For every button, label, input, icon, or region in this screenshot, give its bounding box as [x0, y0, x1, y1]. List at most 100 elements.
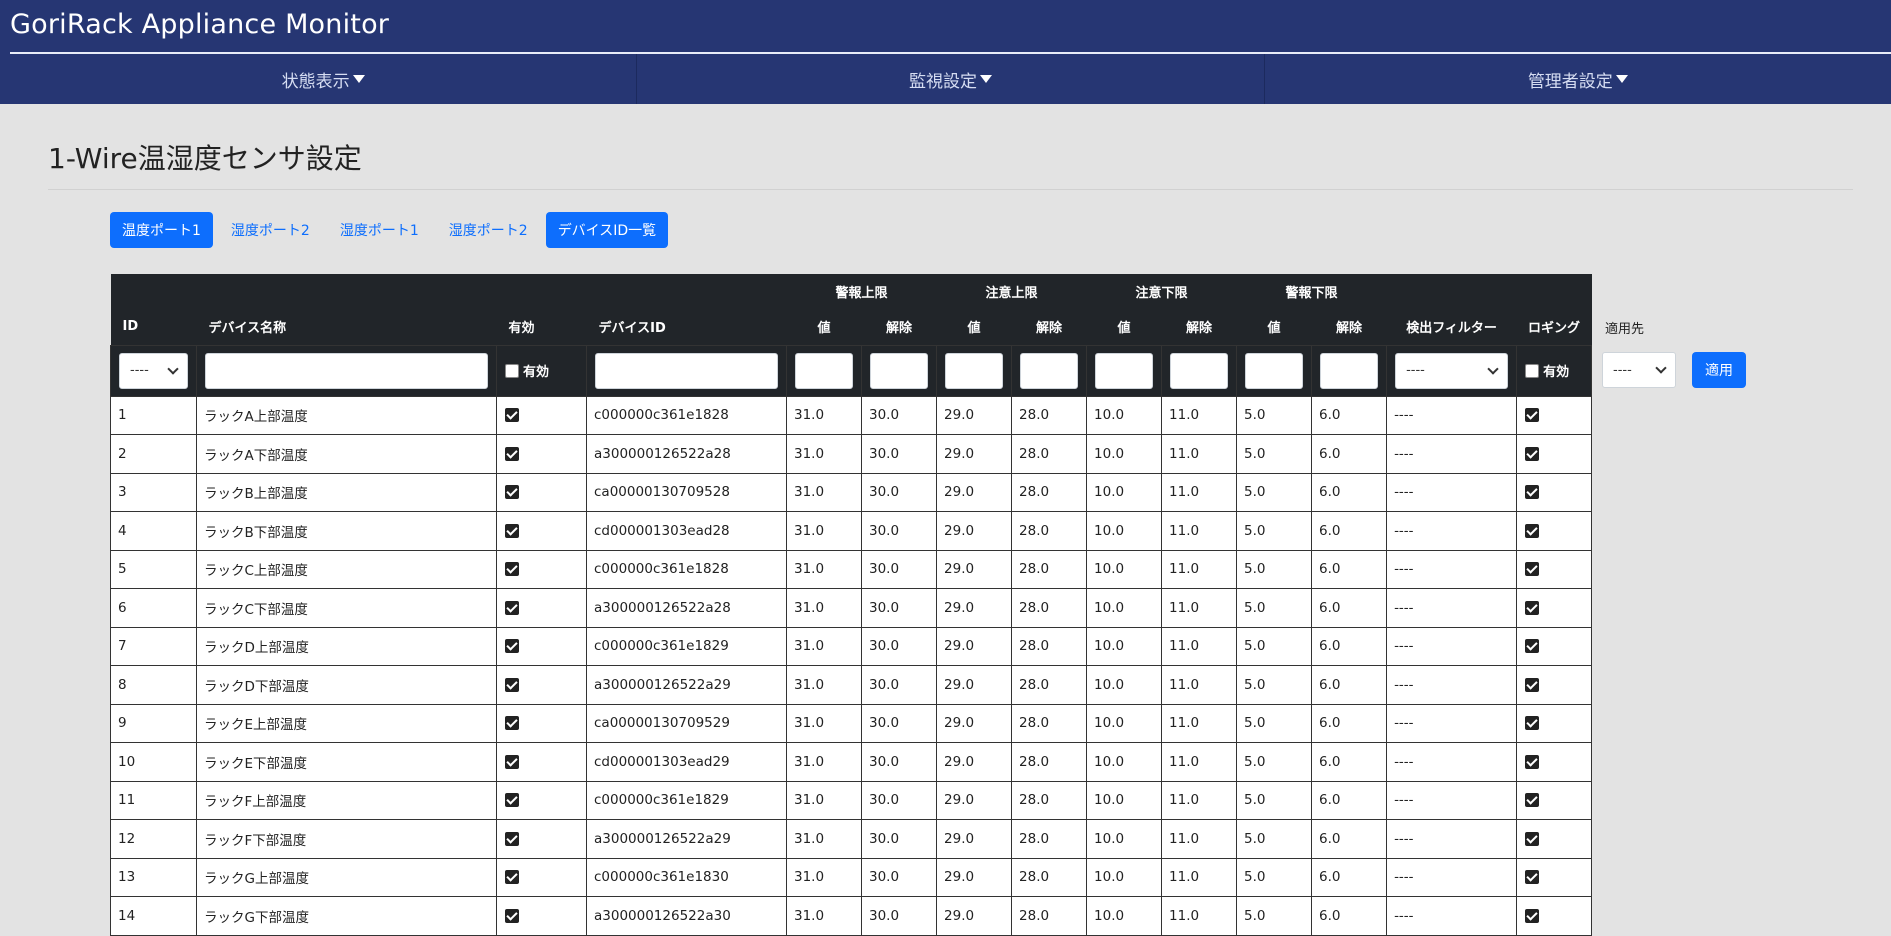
alarm-lower-value-input[interactable] — [1245, 352, 1304, 389]
cell-filter: ---- — [1386, 434, 1518, 474]
table-row: 6 ラックC下部温度 a300000126522a28 31.0 30.0 29.0 28.… — [110, 588, 1593, 628]
cell-al: 5.0 — [1236, 857, 1313, 897]
caution-lower-value-input[interactable] — [1095, 352, 1154, 389]
cell-al: 5.0 — [1236, 665, 1313, 705]
cell-au: 31.0 — [786, 472, 862, 512]
cell-cr: 28.0 — [1011, 703, 1088, 743]
column-header-row: ID デバイス名称 有効 デバイスID 値 解除 値 解除 値 解除 値 解除 … — [110, 308, 1592, 345]
enabled-checkbox[interactable] — [505, 870, 519, 885]
name-filter-input[interactable] — [205, 352, 488, 389]
col-logging: ロギング — [1516, 308, 1592, 345]
cell-cu: 29.0 — [936, 742, 1013, 782]
nav-status-label: 状態表示 — [281, 71, 350, 92]
cell-au: 31.0 — [786, 742, 862, 782]
cell-cu: 29.0 — [936, 588, 1013, 628]
cell-cr: 28.0 — [1011, 626, 1088, 666]
enabled-checkbox[interactable] — [505, 716, 519, 731]
alarm-upper-value-input[interactable] — [795, 352, 853, 389]
cell-cr: 28.0 — [1011, 472, 1088, 512]
enabled-checkbox[interactable] — [505, 793, 519, 808]
sensor-table-container: 警報上限 注意上限 注意下限 警報下限 ID デバイス名称 有効 デバイスID … — [110, 274, 1593, 936]
table-row: 2 ラックA下部温度 a300000126522a28 31.0 30.0 29.0 28.… — [110, 434, 1593, 474]
logging-checkbox[interactable] — [1525, 446, 1540, 461]
logging-checkbox[interactable] — [1525, 908, 1540, 923]
apply-target-select[interactable]: ---- — [1602, 352, 1676, 388]
filter-row: ---- 有効 ---- 有効 — [110, 344, 1593, 397]
cell-al: 5.0 — [1236, 626, 1313, 666]
enabled-checkbox[interactable] — [505, 600, 519, 615]
group-header-row: 警報上限 注意上限 注意下限 警報下限 — [110, 274, 1592, 308]
logging-checkbox[interactable] — [1525, 716, 1540, 731]
cell-clr: 11.0 — [1161, 395, 1238, 435]
enabled-checkbox[interactable] — [505, 562, 519, 577]
cell-filter: ---- — [1386, 588, 1518, 628]
cell-cr: 28.0 — [1011, 588, 1088, 628]
cell-device-id: c000000c361e1829 — [586, 780, 787, 820]
cell-cu: 29.0 — [936, 819, 1013, 859]
checkbox-icon[interactable] — [1525, 363, 1540, 378]
logging-checkbox[interactable] — [1525, 600, 1540, 615]
cell-cl: 10.0 — [1086, 395, 1163, 435]
cell-alr: 6.0 — [1311, 395, 1388, 435]
cell-alr: 6.0 — [1311, 857, 1388, 897]
alarm-lower-release-input[interactable] — [1320, 352, 1379, 389]
cell-name: ラックD上部温度 — [196, 626, 497, 666]
cell-name: ラックF上部温度 — [196, 780, 497, 820]
alarm-upper-release-input[interactable] — [870, 352, 929, 389]
logging-checkbox[interactable] — [1525, 870, 1540, 885]
checkbox-icon[interactable] — [505, 363, 519, 378]
tab-device-id-list[interactable]: デバイスID一覧 — [545, 212, 669, 248]
logging-checkbox[interactable] — [1525, 639, 1540, 654]
caution-upper-value-input[interactable] — [945, 352, 1004, 389]
enabled-filter-checkbox[interactable]: 有効 — [505, 361, 578, 380]
cell-device-id: a300000126522a28 — [586, 588, 787, 628]
port-tabs: 温度ポート1 湿度ポート2 湿度ポート1 湿度ポート2 デバイスID一覧 — [110, 212, 669, 248]
caution-upper-release-input[interactable] — [1020, 352, 1079, 389]
cell-filter: ---- — [1386, 819, 1518, 859]
device-id-filter-input[interactable] — [595, 352, 778, 389]
logging-filter-checkbox[interactable]: 有効 — [1525, 361, 1583, 380]
chevron-down-icon — [1655, 362, 1667, 374]
logging-checkbox[interactable] — [1525, 831, 1540, 846]
cell-al: 5.0 — [1236, 549, 1313, 589]
tab-humidity-port-2b[interactable]: 湿度ポート2 — [448, 223, 528, 239]
enabled-checkbox[interactable] — [505, 485, 519, 500]
col-alarm-upper-value: 値 — [786, 308, 862, 345]
cell-name: ラックA上部温度 — [196, 395, 497, 435]
tab-humidity-port-2[interactable]: 湿度ポート2 — [230, 223, 310, 239]
logging-checkbox[interactable] — [1525, 485, 1540, 500]
caution-lower-release-input[interactable] — [1170, 352, 1229, 389]
nav-monitoring[interactable]: 監視設定 — [637, 54, 1265, 104]
cell-cl: 10.0 — [1086, 742, 1163, 782]
cell-alr: 6.0 — [1311, 511, 1388, 551]
cell-al: 5.0 — [1236, 395, 1313, 435]
cell-id: 9 — [110, 703, 197, 743]
tab-temp-port-1[interactable]: 温度ポート1 — [110, 212, 213, 248]
enabled-checkbox[interactable] — [505, 446, 519, 461]
nav-admin[interactable]: 管理者設定 — [1265, 54, 1891, 104]
tab-humidity-port-1[interactable]: 湿度ポート1 — [339, 223, 419, 239]
cell-cr: 28.0 — [1011, 665, 1088, 705]
logging-checkbox[interactable] — [1525, 408, 1540, 423]
logging-checkbox[interactable] — [1525, 562, 1540, 577]
apply-button[interactable]: 適用 — [1692, 352, 1746, 388]
cell-name: ラックB下部温度 — [196, 511, 497, 551]
logging-checkbox[interactable] — [1525, 754, 1540, 769]
enabled-checkbox[interactable] — [505, 408, 519, 423]
nav-status[interactable]: 状態表示 — [10, 54, 638, 104]
table-row: 13 ラックG上部温度 c000000c361e1830 31.0 30.0 29.0 28… — [110, 857, 1593, 897]
enabled-checkbox[interactable] — [505, 908, 519, 923]
enabled-checkbox[interactable] — [505, 831, 519, 846]
logging-checkbox[interactable] — [1525, 793, 1540, 808]
id-filter-select[interactable]: ---- — [119, 352, 188, 389]
logging-checkbox[interactable] — [1525, 677, 1540, 692]
cell-cr: 28.0 — [1011, 742, 1088, 782]
cell-name: ラックC下部温度 — [196, 588, 497, 628]
detect-filter-select[interactable]: ---- — [1395, 352, 1509, 389]
enabled-checkbox[interactable] — [505, 754, 519, 769]
cell-ar: 30.0 — [860, 780, 938, 820]
enabled-checkbox[interactable] — [505, 639, 519, 654]
enabled-checkbox[interactable] — [505, 523, 519, 538]
enabled-checkbox[interactable] — [505, 677, 519, 692]
logging-checkbox[interactable] — [1525, 523, 1540, 538]
